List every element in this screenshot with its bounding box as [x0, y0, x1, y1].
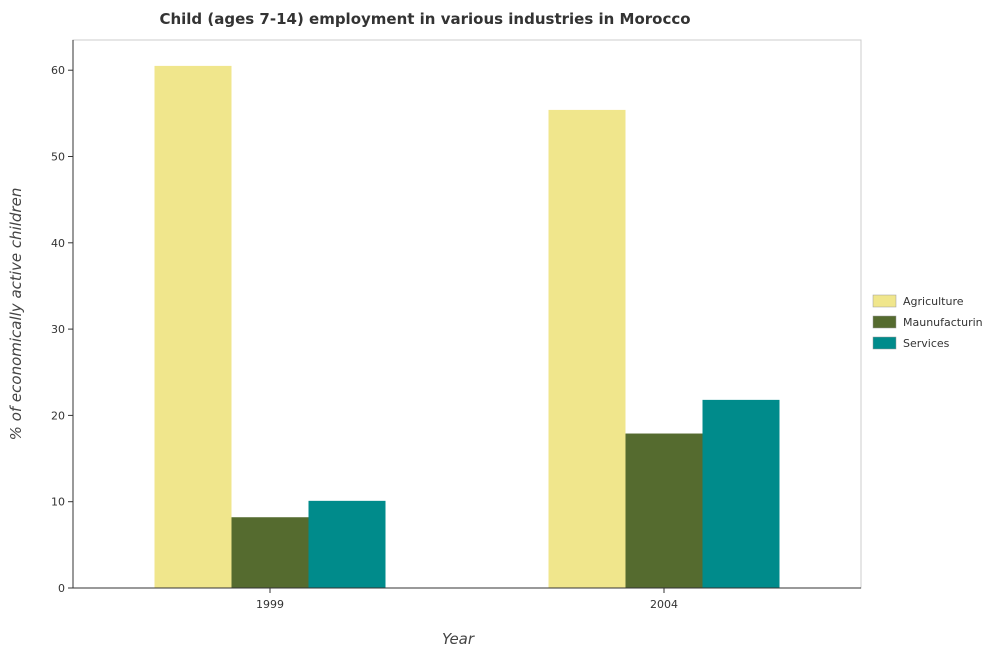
y-tick-label: 20	[51, 409, 65, 422]
x-tick-label: 1999	[256, 598, 284, 611]
legend-swatch-maunufacturing	[872, 315, 897, 329]
y-axis: 0 10 20 30 40 50 60	[51, 40, 74, 595]
y-tick-label: 60	[51, 64, 65, 77]
legend-label-agriculture: Agriculture	[903, 295, 964, 308]
legend-label-maunufacturing: Maunufacturing	[903, 316, 982, 329]
y-axis-label: % of economically active children	[7, 188, 25, 441]
y-tick-label: 10	[51, 496, 65, 509]
y-tick-label: 0	[58, 582, 65, 595]
legend-label-services: Services	[903, 337, 950, 350]
bar-agriculture-1999	[154, 65, 232, 588]
x-tick-label: 2004	[650, 598, 678, 611]
x-axis-label: Year	[442, 630, 475, 648]
x-axis: 1999 2004	[73, 587, 861, 611]
legend-swatch-services	[872, 336, 897, 350]
bars-group	[154, 65, 780, 589]
bar-maunufacturing-2004	[625, 433, 703, 588]
bar-agriculture-2004	[548, 109, 626, 589]
y-tick-label: 40	[51, 237, 65, 250]
bar-services-2004	[702, 399, 780, 588]
y-tick-label: 30	[51, 323, 65, 336]
chart-title: Child (ages 7-14) employment in various …	[159, 10, 690, 28]
y-tick-label: 50	[51, 151, 65, 164]
legend: Agriculture Maunufacturing Services	[872, 294, 982, 350]
legend-swatch-agriculture	[872, 294, 897, 308]
bar-maunufacturing-1999	[231, 517, 309, 588]
bar-services-1999	[308, 500, 386, 588]
